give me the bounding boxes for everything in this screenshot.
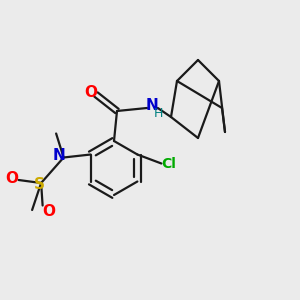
Text: O: O (5, 171, 19, 186)
Text: S: S (34, 177, 45, 192)
Text: O: O (42, 204, 55, 219)
Text: N: N (53, 148, 65, 164)
Text: N: N (146, 98, 159, 113)
Text: Cl: Cl (161, 158, 176, 171)
Text: O: O (84, 85, 97, 100)
Text: H: H (154, 107, 163, 120)
